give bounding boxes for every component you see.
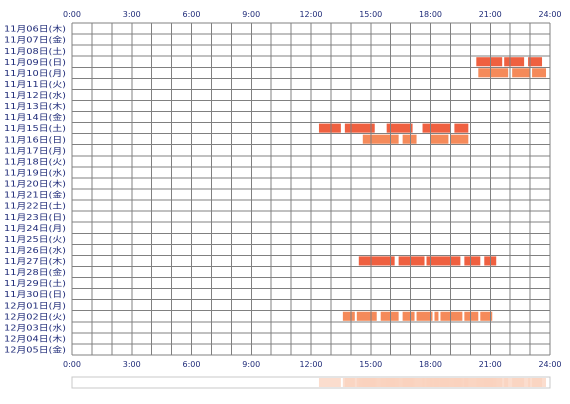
y-day-label: 11月20日(木) bbox=[4, 179, 66, 189]
x-tick-label-top: 3:00 bbox=[123, 10, 141, 19]
activity-bar bbox=[504, 57, 525, 67]
x-tick-label-bottom: 9:00 bbox=[242, 360, 260, 369]
summary-strip-mark bbox=[480, 378, 493, 387]
activity-bar bbox=[380, 311, 399, 321]
x-tick-label-top: 21:00 bbox=[479, 10, 502, 19]
x-tick-label-top: 12:00 bbox=[299, 10, 322, 19]
y-day-label: 11月14日(金) bbox=[4, 112, 66, 122]
x-tick-label-top: 9:00 bbox=[242, 10, 260, 19]
x-tick-label-top: 24:00 bbox=[538, 10, 561, 19]
summary-strip-mark bbox=[532, 378, 547, 387]
y-day-label: 11月12日(水) bbox=[4, 90, 66, 100]
y-day-label: 11月21日(金) bbox=[4, 190, 66, 200]
y-day-label: 11月18日(火) bbox=[4, 157, 66, 166]
y-day-label: 11月22日(土) bbox=[4, 201, 66, 211]
activity-bar bbox=[358, 256, 395, 266]
y-day-label: 11月09日(日) bbox=[4, 58, 66, 67]
y-day-label: 11月07日(金) bbox=[4, 35, 66, 45]
activity-bar bbox=[480, 311, 493, 321]
x-tick-label-bottom: 12:00 bbox=[299, 360, 322, 369]
x-tick-label-bottom: 18:00 bbox=[419, 360, 442, 369]
summary-strip-mark bbox=[440, 378, 463, 387]
y-day-label: 12月05日(金) bbox=[4, 345, 66, 355]
y-day-label: 11月15日(土) bbox=[4, 123, 66, 133]
x-tick-label-top: 0:00 bbox=[63, 10, 81, 19]
activity-bar bbox=[454, 123, 469, 133]
y-day-label: 11月29日(土) bbox=[4, 278, 66, 288]
summary-strip-mark bbox=[356, 378, 377, 387]
activity-bar bbox=[422, 123, 451, 133]
summary-strip-mark bbox=[342, 378, 355, 387]
summary-strip-mark bbox=[318, 378, 341, 387]
summary-strip-mark bbox=[434, 378, 439, 387]
activity-bar bbox=[402, 134, 417, 144]
y-day-label: 11月06日(木) bbox=[4, 24, 66, 34]
y-day-label: 11月25日(火) bbox=[4, 235, 66, 244]
y-day-label: 12月02日(火) bbox=[4, 312, 66, 321]
activity-bar bbox=[512, 68, 531, 78]
activity-bar bbox=[528, 57, 543, 67]
activity-bar bbox=[450, 134, 469, 144]
y-day-label: 11月24日(月) bbox=[4, 224, 66, 233]
x-tick-label-top: 6:00 bbox=[183, 10, 201, 19]
x-tick-label-bottom: 3:00 bbox=[123, 360, 141, 369]
y-day-label: 11月19日(水) bbox=[4, 167, 66, 177]
summary-strip bbox=[71, 376, 551, 389]
y-day-label: 11月23日(日) bbox=[4, 213, 66, 222]
y-day-label: 11月11日(火) bbox=[4, 80, 66, 89]
activity-bar bbox=[478, 68, 509, 78]
activity-bar bbox=[344, 123, 375, 133]
activity-bar bbox=[342, 311, 355, 321]
activity-bar bbox=[440, 311, 463, 321]
summary-strip-mark bbox=[464, 378, 479, 387]
activity-bar bbox=[362, 134, 399, 144]
y-day-label: 12月01日(月) bbox=[4, 301, 66, 310]
x-tick-label-bottom: 0:00 bbox=[63, 360, 81, 369]
x-tick-label-top: 15:00 bbox=[359, 10, 382, 19]
activity-bar bbox=[416, 311, 433, 321]
activity-bar bbox=[430, 134, 449, 144]
y-day-label: 11月16日(日) bbox=[4, 135, 66, 144]
y-day-label: 11月28日(金) bbox=[4, 267, 66, 277]
activity-bar bbox=[434, 311, 439, 321]
activity-bar bbox=[398, 256, 425, 266]
y-day-label: 12月04日(木) bbox=[4, 333, 66, 343]
y-day-label: 11月08日(土) bbox=[4, 46, 66, 56]
y-day-label: 11月13日(木) bbox=[4, 101, 66, 111]
activity-bar bbox=[532, 68, 547, 78]
summary-strip-mark bbox=[380, 378, 399, 387]
summary-strip-mark bbox=[512, 378, 531, 387]
y-day-label: 11月26日(水) bbox=[4, 245, 66, 255]
x-tick-label-bottom: 15:00 bbox=[359, 360, 382, 369]
y-day-label: 12月03日(水) bbox=[4, 322, 66, 332]
activity-bar bbox=[464, 311, 479, 321]
activity-bar bbox=[402, 311, 415, 321]
y-day-label: 11月30日(日) bbox=[4, 290, 66, 299]
y-day-label: 11月10日(月) bbox=[4, 69, 66, 78]
x-tick-label-bottom: 6:00 bbox=[183, 360, 201, 369]
y-day-label: 11月17日(月) bbox=[4, 146, 66, 155]
x-tick-label-bottom: 24:00 bbox=[538, 360, 561, 369]
activity-bar bbox=[464, 256, 481, 266]
x-tick-label-bottom: 21:00 bbox=[479, 360, 502, 369]
x-tick-label-top: 18:00 bbox=[419, 10, 442, 19]
y-day-label: 11月27日(木) bbox=[4, 256, 66, 266]
summary-strip-mark bbox=[416, 378, 433, 387]
activity-bar bbox=[318, 123, 341, 133]
activity-bar bbox=[476, 57, 503, 67]
summary-strip-mark bbox=[402, 378, 415, 387]
activity-bar bbox=[386, 123, 413, 133]
activity-bar bbox=[356, 311, 377, 321]
activity-bar bbox=[426, 256, 461, 266]
